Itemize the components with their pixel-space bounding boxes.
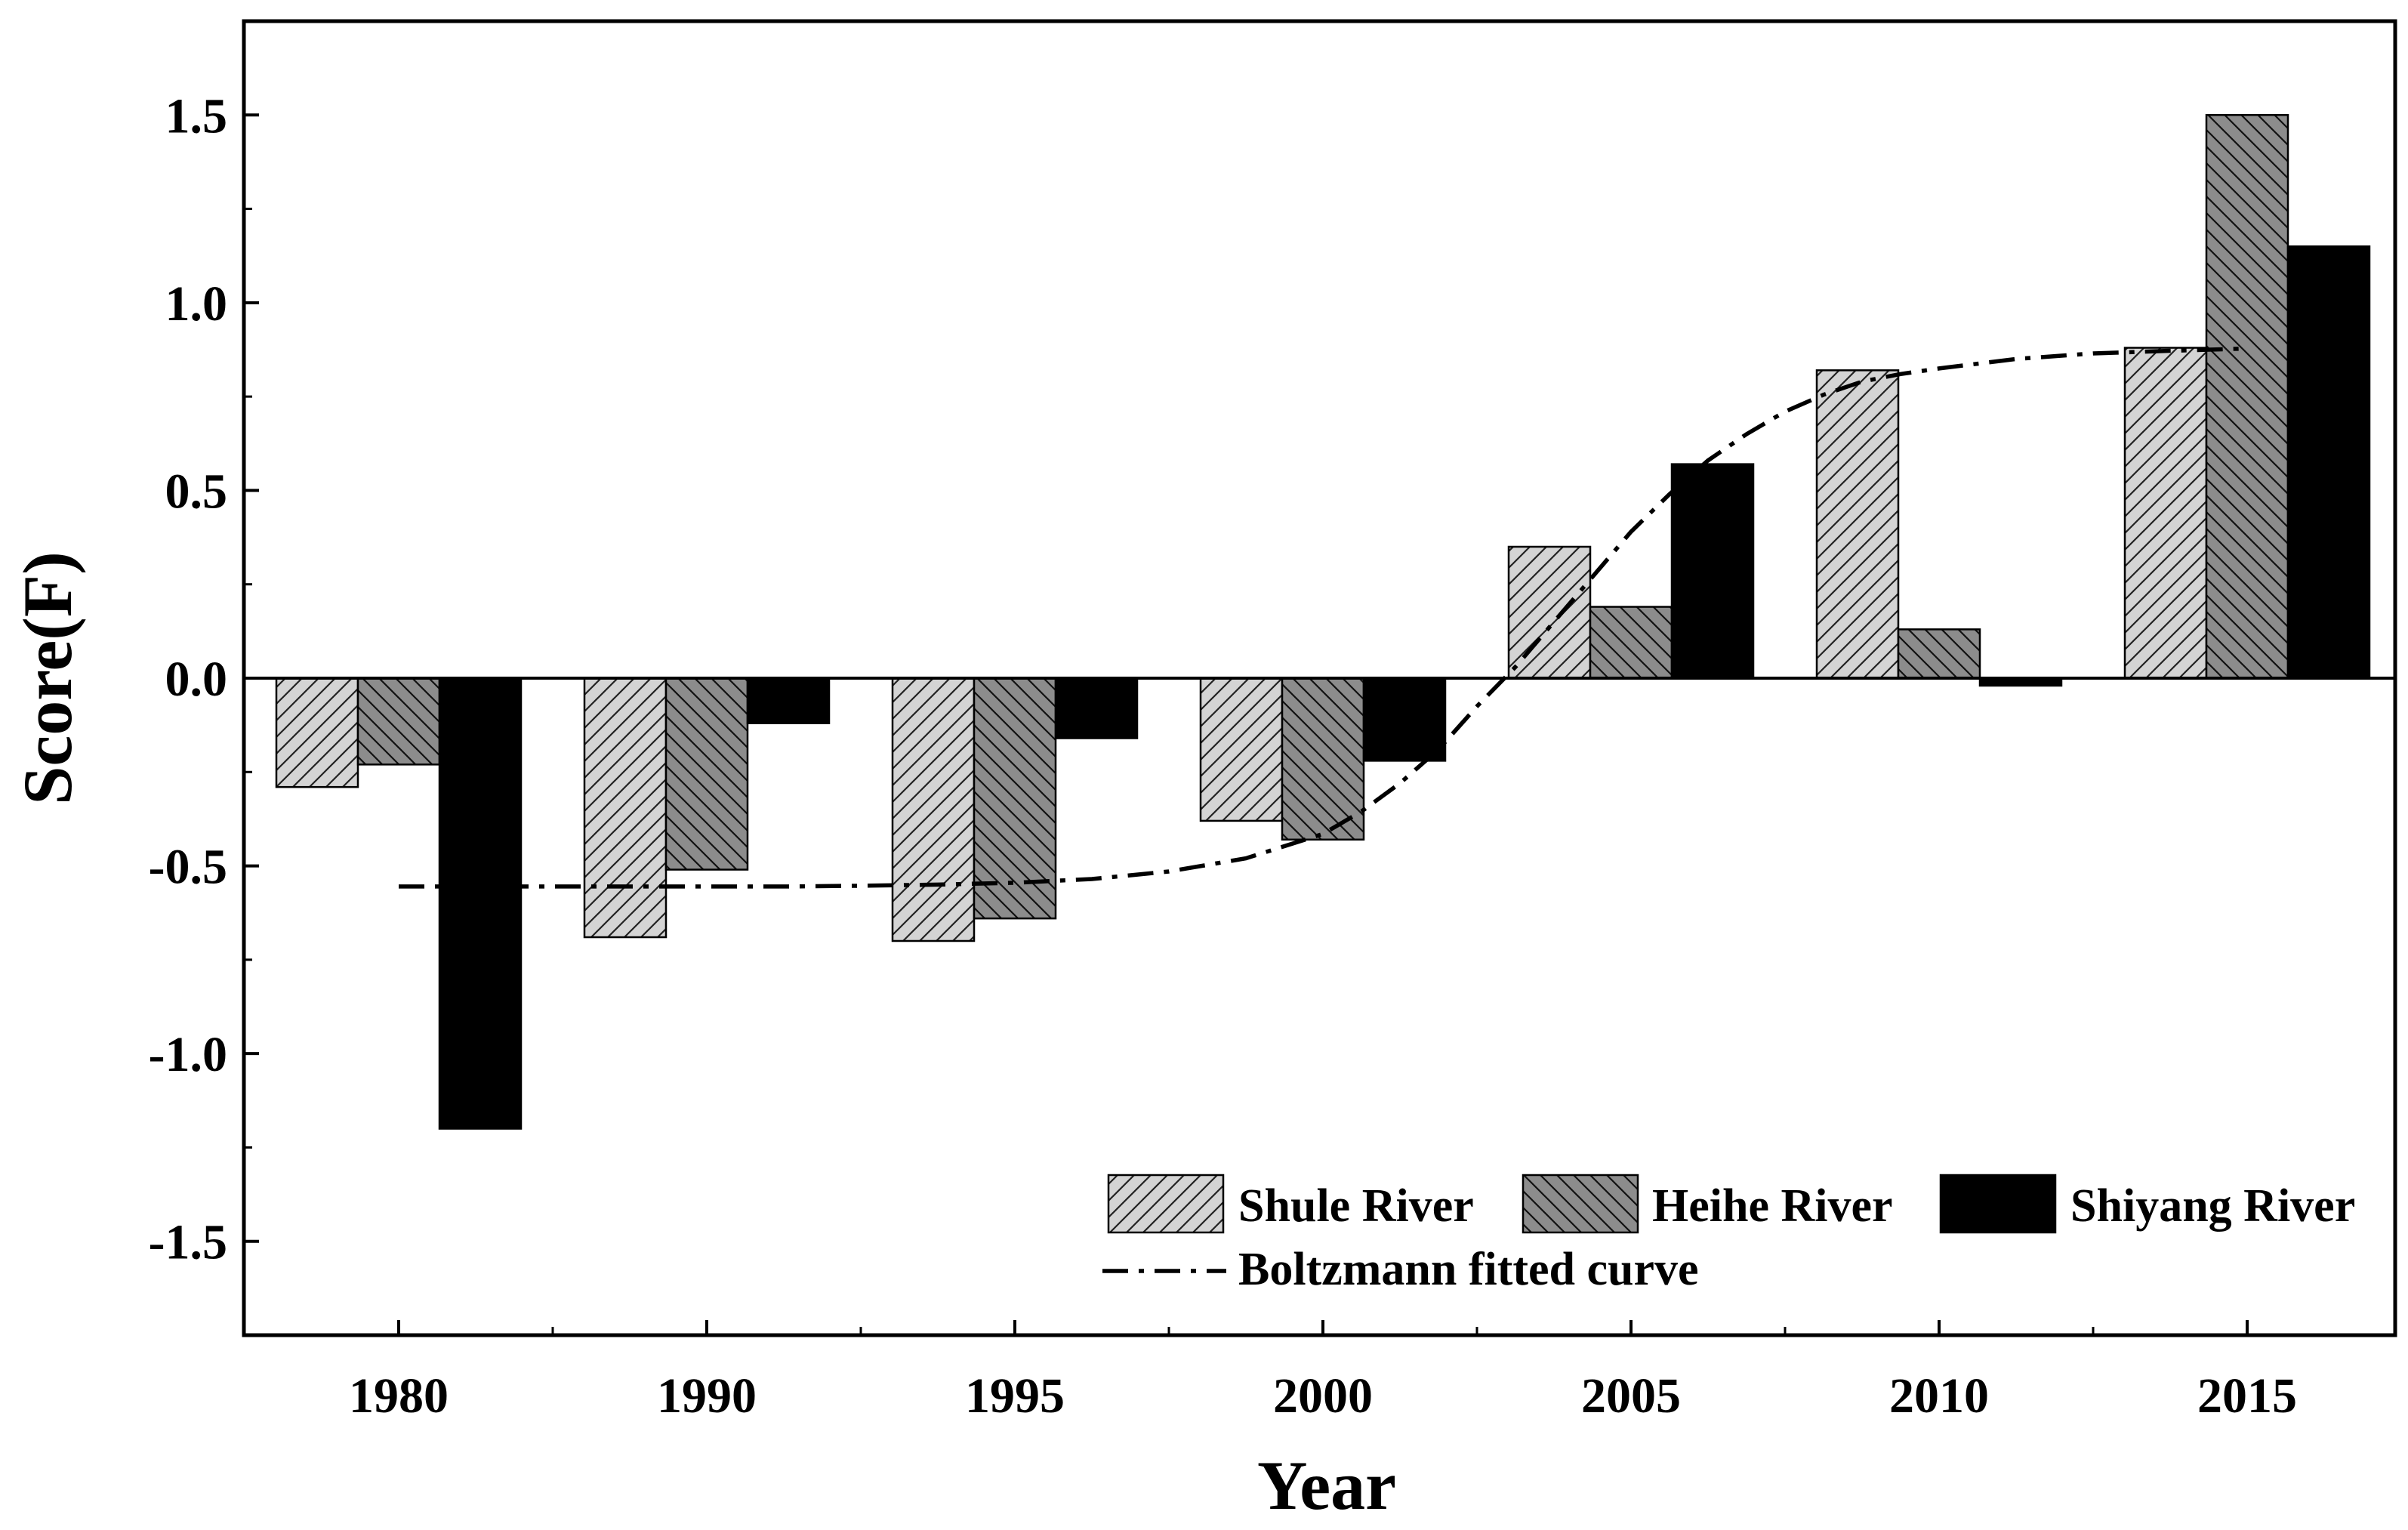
- bar-heihe-river-2015: [2205, 114, 2289, 680]
- y-tick-label: -1.5: [149, 1215, 227, 1270]
- bar-shiyang-river-1980: [438, 677, 523, 1130]
- bar-heihe-river-1980: [356, 677, 441, 766]
- bar-shule-river-1990: [583, 677, 668, 939]
- legend-swatch-shiyang-river: [1939, 1174, 2057, 1234]
- bar-heihe-river-1995: [973, 677, 1057, 920]
- y-tick-label: 1.5: [165, 88, 228, 143]
- y-axis-title: Score(F): [9, 551, 86, 804]
- x-axis-title: Year: [1257, 1447, 1396, 1524]
- bar-shiyang-river-2015: [2286, 245, 2371, 680]
- bar-shule-river-2010: [1815, 369, 1900, 680]
- bar-heihe-river-1990: [664, 677, 749, 871]
- bar-shule-river-1980: [275, 677, 359, 788]
- bar-shule-river-2015: [2123, 347, 2208, 680]
- y-tick-label: -1.0: [149, 1027, 227, 1082]
- bar-shule-river-2005: [1507, 545, 1592, 680]
- bar-shiyang-river-1995: [1054, 677, 1139, 739]
- bar-heihe-river-2010: [1897, 628, 1981, 680]
- legend-label-shiyang-river: Shiyang River: [2070, 1180, 2355, 1232]
- bar-shiyang-river-2005: [1670, 463, 1755, 680]
- x-tick-label: 2015: [2197, 1368, 2297, 1424]
- x-tick-label: 1990: [657, 1368, 757, 1424]
- x-tick-label: 1995: [965, 1368, 1065, 1424]
- bar-shiyang-river-1990: [746, 677, 831, 724]
- x-tick-label: 2000: [1273, 1368, 1373, 1424]
- y-tick-label: 1.0: [165, 276, 228, 332]
- bar-heihe-river-2005: [1589, 606, 1673, 680]
- boltzmann-fitted-curve: [399, 346, 2248, 889]
- legend-label-heihe-river: Heihe River: [1652, 1180, 1893, 1232]
- y-tick-label: 0.5: [165, 464, 228, 519]
- bar-heihe-river-2000: [1281, 677, 1365, 841]
- bar-shule-river-2000: [1199, 677, 1284, 822]
- legend-label-fitted-curve: Boltzmann fitted curve: [1238, 1244, 1699, 1295]
- y-tick-label: -0.5: [149, 840, 227, 895]
- legend-swatch-shule-river: [1107, 1174, 1225, 1234]
- x-tick-label: 2010: [1889, 1368, 1989, 1424]
- legend-swatch-heihe-river: [1522, 1174, 1639, 1234]
- x-tick-label: 1980: [349, 1368, 449, 1424]
- x-tick-label: 2005: [1581, 1368, 1681, 1424]
- bar-shiyang-river-2000: [1362, 677, 1447, 762]
- legend-label-shule-river: Shule River: [1238, 1180, 1474, 1232]
- bar-shule-river-1995: [891, 677, 976, 942]
- y-tick-label: 0.0: [165, 652, 228, 707]
